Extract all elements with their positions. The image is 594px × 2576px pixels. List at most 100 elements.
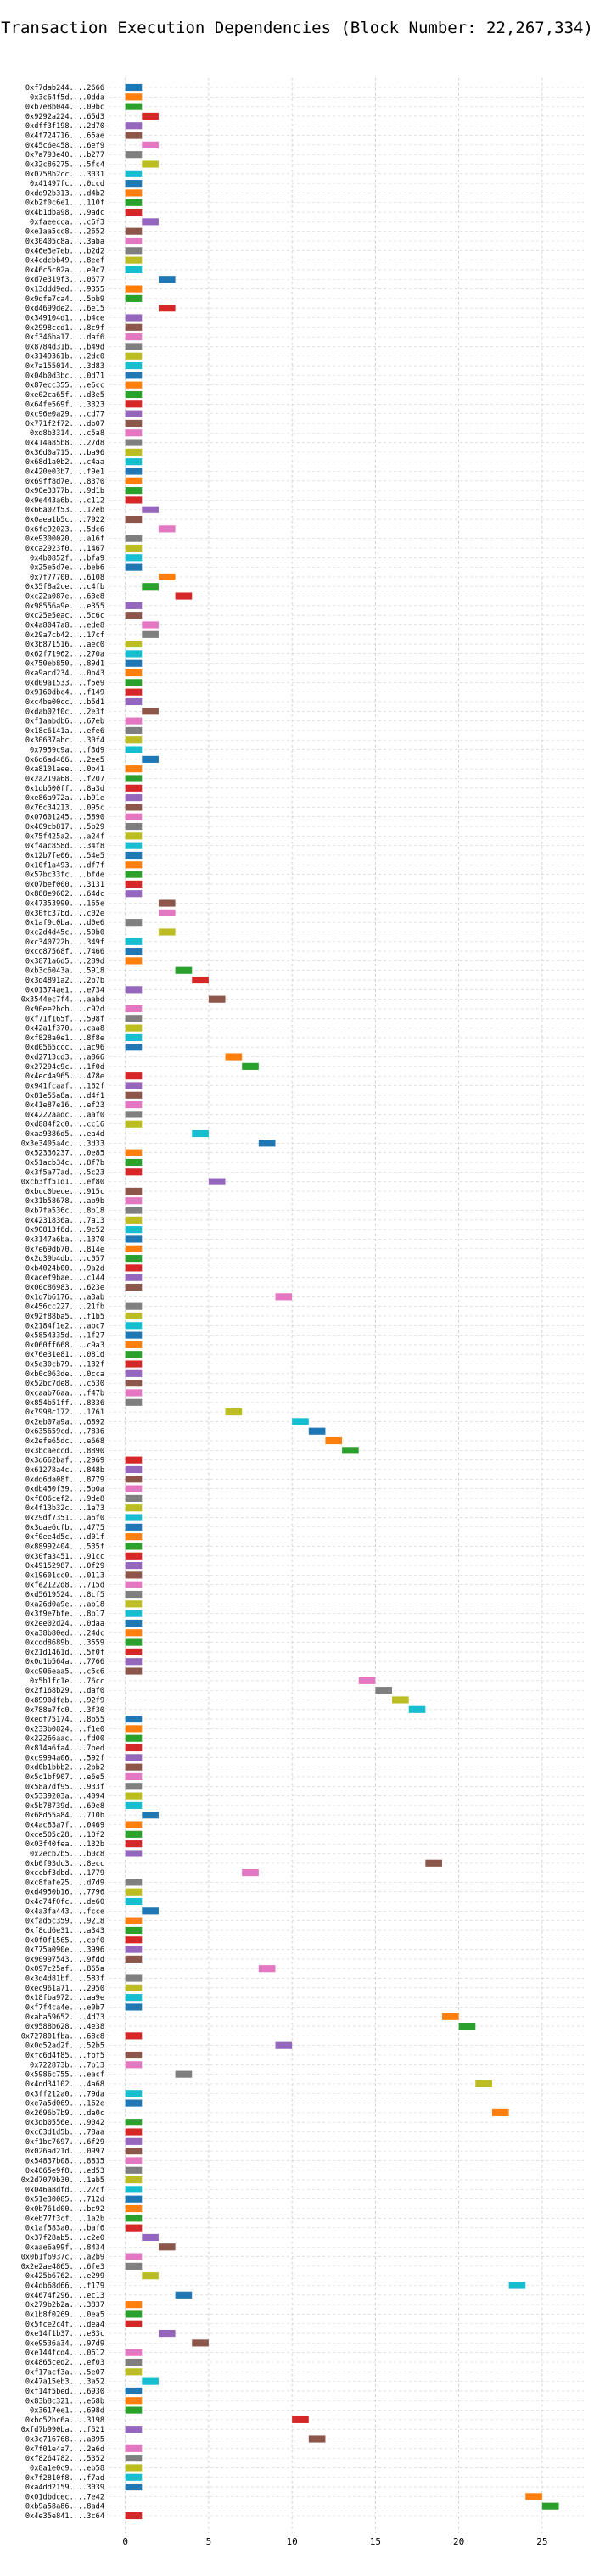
dependency-bar bbox=[125, 1216, 143, 1224]
dependency-bar bbox=[125, 122, 143, 130]
y-tick-label: 0x57bc33fc....bfde bbox=[25, 871, 104, 880]
y-tick-label: 0xc96e0a29....cd77 bbox=[25, 411, 104, 419]
y-tick-label: 0x00c86983....623e bbox=[25, 1284, 104, 1292]
y-tick-label: 0xb3c6043a....5918 bbox=[25, 967, 104, 976]
dependency-bar bbox=[125, 2051, 143, 2059]
dependency-bar bbox=[125, 323, 143, 331]
dependency-bar bbox=[125, 1331, 143, 1339]
dependency-bar bbox=[125, 1494, 143, 1502]
y-tick-label: 0xd0565ccc....ac96 bbox=[25, 1044, 104, 1052]
y-tick-label: 0x07bef000....3131 bbox=[25, 881, 104, 889]
dependency-bar bbox=[525, 2493, 542, 2500]
y-tick-label: 0x68d1a0b2....c4aa bbox=[25, 458, 104, 467]
y-tick-label: 0x27294c9c....1f0d bbox=[25, 1063, 104, 1072]
dependency-bar bbox=[158, 909, 176, 916]
dependency-bar bbox=[125, 1226, 143, 1234]
dependency-bar bbox=[275, 2041, 293, 2049]
dependency-bar bbox=[125, 2061, 143, 2069]
dependency-bar bbox=[125, 2195, 143, 2203]
dependency-bar bbox=[125, 2176, 143, 2184]
y-tick-label: 0x51e30085....712d bbox=[25, 2196, 104, 2204]
y-tick-label: 0x6d6ad466....2ee5 bbox=[25, 756, 104, 764]
dependency-bar bbox=[125, 602, 143, 609]
y-tick-label: 0x01374ae1....e734 bbox=[25, 986, 104, 994]
dependency-bar bbox=[125, 458, 143, 466]
dependency-bar bbox=[125, 2119, 143, 2126]
y-tick-label: 0x64fe569f....3323 bbox=[25, 400, 104, 409]
dependency-bar bbox=[242, 1062, 259, 1070]
dependency-bar bbox=[125, 1543, 143, 1550]
dependency-bar bbox=[125, 890, 143, 898]
dependency-bar bbox=[125, 2397, 143, 2405]
y-tick-label: 0xa9acd234....0b43 bbox=[25, 669, 104, 678]
dependency-bar bbox=[125, 612, 143, 619]
dependency-bar bbox=[125, 804, 143, 811]
y-tick-label: 0x54837b08....8835 bbox=[25, 2157, 104, 2165]
dependency-bar bbox=[125, 563, 143, 571]
dependency-bar bbox=[125, 361, 143, 370]
grid-lines bbox=[109, 77, 584, 2533]
x-tick-label: 0 bbox=[122, 2536, 128, 2547]
dependency-bar bbox=[125, 400, 143, 408]
dependency-bar bbox=[125, 669, 143, 677]
dependency-bar bbox=[125, 2215, 143, 2222]
y-tick-label: 0xd0b1bbb2....2bb2 bbox=[25, 1764, 104, 1772]
dependency-bar bbox=[125, 1581, 143, 1588]
y-tick-label: 0xc8fafe25....d7d9 bbox=[25, 1879, 104, 1887]
y-tick-label: 0xc906eaa5....c5c6 bbox=[25, 1668, 104, 1677]
y-tick-label: 0x4e35e841....3c64 bbox=[25, 2512, 104, 2521]
dependency-bar bbox=[125, 1926, 143, 1935]
dependency-bar bbox=[125, 1005, 143, 1013]
y-tick-label: 0x29a7cb42....17cf bbox=[25, 631, 104, 640]
dependency-bar bbox=[392, 1696, 409, 1704]
dependency-bar bbox=[142, 583, 159, 591]
dependency-bar bbox=[125, 736, 143, 744]
y-tick-label: 0x3db0556e....9042 bbox=[25, 2119, 104, 2127]
dependency-bar bbox=[125, 227, 143, 235]
dependency-bar bbox=[125, 2349, 143, 2356]
dependency-bar bbox=[158, 276, 176, 283]
dependency-bar bbox=[125, 1351, 143, 1358]
dependency-bar bbox=[175, 592, 193, 600]
y-tick-label: 0x2696b7b9....da0c bbox=[25, 2109, 104, 2118]
y-tick-label: 0x2efe65dc....e668 bbox=[25, 1437, 104, 1446]
y-tick-label: 0xa26d0a9e....ab18 bbox=[25, 1600, 104, 1609]
dependency-bar bbox=[125, 535, 143, 542]
dependency-bar bbox=[125, 1888, 143, 1896]
y-tick-label: 0xc4be00cc....b5d1 bbox=[25, 698, 104, 707]
dependency-bar bbox=[125, 544, 143, 552]
y-tick-label: 0xf8264782....5352 bbox=[25, 2455, 104, 2463]
y-tick-label: 0x7998c172....1761 bbox=[25, 1408, 104, 1417]
y-tick-label: 0xfaeecca....c6f3 bbox=[30, 218, 104, 227]
y-tick-label: 0x90e3377b....9d1b bbox=[25, 487, 104, 496]
y-tick-label: 0x1b8f0269....0ea5 bbox=[25, 2310, 104, 2319]
dependency-bar bbox=[125, 2310, 143, 2318]
dependency-bar bbox=[142, 160, 159, 168]
dependency-bar bbox=[125, 439, 143, 446]
dependency-bar bbox=[142, 1812, 159, 1819]
dependency-bar bbox=[208, 1178, 226, 1185]
dependency-bar bbox=[242, 1869, 259, 1877]
dependency-bar bbox=[142, 621, 159, 629]
dependency-bar bbox=[292, 1418, 309, 1425]
dependency-bar bbox=[125, 208, 143, 216]
dependency-bar bbox=[125, 1158, 143, 1167]
y-tick-label: 0xcb3ff51d1....ef80 bbox=[21, 1179, 104, 1187]
dependency-bar bbox=[158, 2243, 176, 2251]
y-tick-label: 0xf828a0e1....8f8e bbox=[25, 1034, 104, 1043]
dependency-bar bbox=[142, 141, 159, 148]
dependency-bar bbox=[125, 2406, 143, 2414]
y-tick-label: 0x13ddd9ed....9355 bbox=[25, 286, 104, 294]
dependency-bar bbox=[125, 2262, 143, 2270]
y-tick-label: 0x5b78739d....69e8 bbox=[25, 1802, 104, 1811]
dependency-bar bbox=[125, 1850, 143, 1857]
y-tick-label: 0xd884f2c0....cc16 bbox=[25, 1121, 104, 1129]
dependency-bar bbox=[258, 1140, 276, 1147]
dependency-bar bbox=[125, 448, 143, 456]
dependency-bar bbox=[125, 2512, 143, 2520]
y-tick-label: 0xa4dd2159....3039 bbox=[25, 2484, 104, 2492]
y-tick-label: 0x87ecc355....e6cc bbox=[25, 382, 104, 390]
y-tick-label: 0x2d39b4db....c057 bbox=[25, 1255, 104, 1263]
dependency-bar bbox=[125, 1264, 143, 1272]
